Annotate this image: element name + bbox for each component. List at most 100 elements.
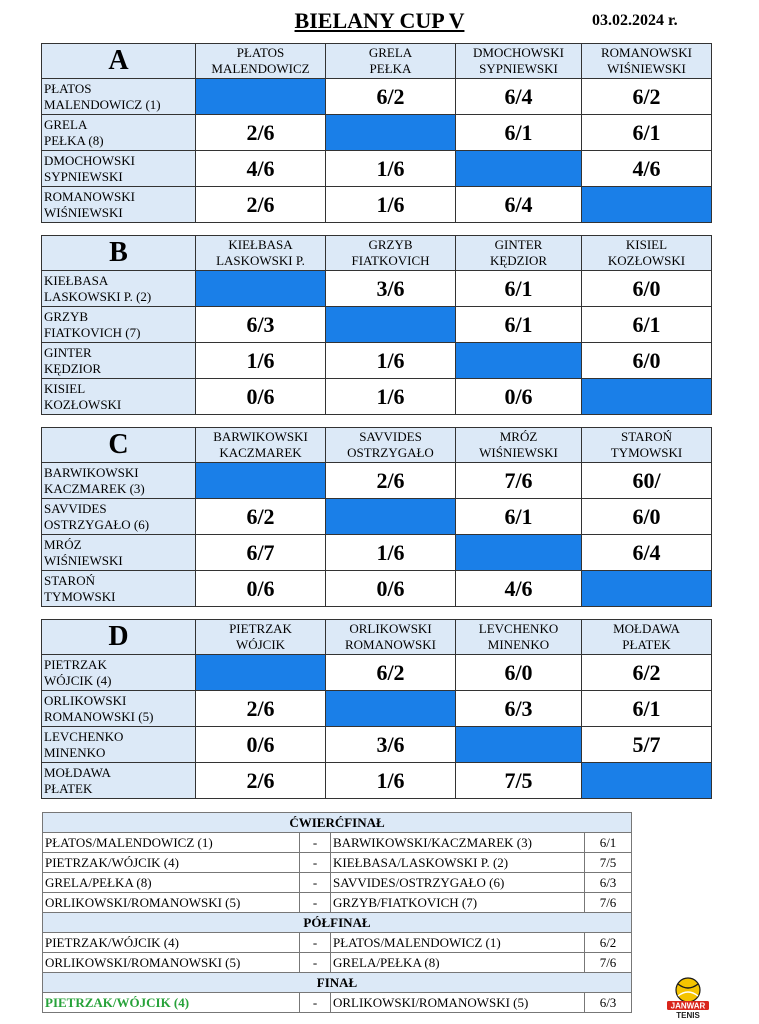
column-team-header: KIEŁBASA LASKOWSKI P. [195, 235, 326, 271]
group-row: STAROŃ TYMOWSKI 0/6 0/6 4/6 [41, 570, 712, 607]
score-cell: 4/6 [195, 150, 326, 187]
team-player-name: STAROŃ [621, 429, 672, 444]
column-team-header: GRZYB FIATKOVICH [325, 235, 456, 271]
group-table: B KIEŁBASA LASKOWSKI P. GRZYB FIATKOVICH GINT… [41, 235, 712, 415]
group-row: LEVCHENKO MINENKO 0/6 3/6 5/7 [41, 726, 712, 763]
score-cell: 1/6 [325, 534, 456, 571]
team-player-name: ROMANOWSKI (5) [44, 708, 154, 724]
column-team-header: BARWIKOWSKI KACZMAREK [195, 427, 326, 463]
group-letter: B [41, 235, 196, 271]
stage-label: PÓŁFINAŁ [42, 912, 632, 933]
janwar-tenis-logo: JANWAR TENIS [667, 977, 709, 1020]
group-header-row: C BARWIKOWSKI KACZMAREK SAVVIDES OSTRZYGAŁO M… [41, 427, 712, 463]
group-row: MOŁDAWA PŁATEK 2/6 1/6 7/5 [41, 762, 712, 799]
team-player-name: GRZYB [368, 237, 413, 252]
tennis-ball-icon [675, 977, 701, 1003]
group-row: GRELA PEŁKA (8) 2/6 6/1 6/1 [41, 114, 712, 151]
match-result: 6/2 [584, 932, 632, 953]
row-team-header: PŁATOS MALENDOWICZ (1) [41, 78, 196, 115]
match-team-right: GRELA/PEŁKA (8) [330, 952, 585, 973]
team-player-name: DMOCHOWSKI [44, 152, 135, 168]
match-team-left: PIETRZAK/WÓJCIK (4) [42, 932, 300, 953]
match-team-left: GRELA/PEŁKA (8) [42, 872, 300, 893]
match-result: 6/3 [584, 992, 632, 1013]
row-team-header: MOŁDAWA PŁATEK [41, 762, 196, 799]
stage-label: ĆWIERĆFINAŁ [42, 812, 632, 833]
page-title: BIELANY CUP V [294, 8, 465, 33]
team-player-name: PIETRZAK [229, 621, 292, 636]
score-cell: 2/6 [195, 114, 326, 151]
team-player-name: TYMOWSKI [610, 445, 683, 460]
group-letter: A [41, 43, 196, 79]
score-cell: 1/6 [325, 762, 456, 799]
stage-row: ĆWIERĆFINAŁ [42, 812, 632, 833]
diagonal-cell [325, 498, 456, 535]
score-cell: 1/6 [325, 378, 456, 415]
event-date: 03.02.2024 r. [592, 12, 678, 29]
column-team-header: MOŁDAWA PŁATEK [581, 619, 712, 655]
score-cell: 0/6 [195, 726, 326, 763]
match-result: 7/6 [584, 952, 632, 973]
column-team-header: GRELA PEŁKA [325, 43, 456, 79]
match-team-left: PIETRZAK/WÓJCIK (4) [42, 852, 300, 873]
team-player-name: OSTRZYGAŁO [347, 445, 434, 460]
score-cell: 6/1 [581, 114, 712, 151]
row-team-header: STAROŃ TYMOWSKI [41, 570, 196, 607]
stage-label: FINAŁ [42, 972, 632, 993]
team-player-name: KACZMAREK [219, 445, 302, 460]
score-cell: 6/3 [195, 306, 326, 343]
diagonal-cell [195, 462, 326, 499]
team-player-name: PŁATEK [622, 637, 671, 652]
match-team-left: PIETRZAK/WÓJCIK (4) [42, 992, 300, 1013]
score-cell: 6/4 [455, 186, 582, 223]
row-team-header: ORLIKOWSKI ROMANOWSKI (5) [41, 690, 196, 727]
score-cell: 7/5 [455, 762, 582, 799]
match-team-left: PŁATOS/MALENDOWICZ (1) [42, 832, 300, 853]
match-row: PIETRZAK/WÓJCIK (4) - PŁATOS/MALENDOWICZ (… [42, 932, 632, 953]
team-player-name: WIŚNIEWSKI [44, 204, 123, 220]
score-cell: 6/4 [581, 534, 712, 571]
score-cell: 6/7 [195, 534, 326, 571]
row-team-header: ROMANOWSKI WIŚNIEWSKI [41, 186, 196, 223]
match-row: ORLIKOWSKI/ROMANOWSKI (5) - GRZYB/FIATKOVI… [42, 892, 632, 913]
team-player-name: WÓJCIK (4) [44, 672, 112, 688]
match-result: 7/6 [584, 892, 632, 913]
score-cell: 6/0 [581, 498, 712, 535]
team-player-name: KĘDZIOR [44, 360, 102, 376]
column-team-header: LEVCHENKO MINENKO [455, 619, 582, 655]
match-separator: - [299, 852, 331, 873]
match-result: 6/1 [584, 832, 632, 853]
team-player-name: BARWIKOWSKI [44, 464, 139, 480]
match-team-right: KIEŁBASA/LASKOWSKI P. (2) [330, 852, 585, 873]
match-row: PIETRZAK/WÓJCIK (4) - KIEŁBASA/LASKOWSKI P… [42, 852, 632, 873]
team-player-name: WIŚNIEWSKI [607, 61, 686, 76]
team-player-name: SAVVIDES [44, 500, 107, 516]
row-team-header: BARWIKOWSKI KACZMAREK (3) [41, 462, 196, 499]
team-player-name: LASKOWSKI P. (2) [44, 288, 152, 304]
diagonal-cell [581, 186, 712, 223]
row-team-header: KIEŁBASA LASKOWSKI P. (2) [41, 270, 196, 307]
match-row: PŁATOS/MALENDOWICZ (1) - BARWIKOWSKI/KACZM… [42, 832, 632, 853]
score-cell: 3/6 [325, 726, 456, 763]
team-player-name: WÓJCIK [235, 637, 286, 652]
team-player-name: PŁATEK [44, 780, 93, 796]
team-player-name: KOZŁOWSKI [607, 253, 686, 268]
team-player-name: FIATKOVICH (7) [44, 324, 141, 340]
match-separator: - [299, 992, 331, 1013]
row-team-header: KISIEL KOZŁOWSKI [41, 378, 196, 415]
team-player-name: ROMANOWSKI [601, 45, 692, 60]
team-player-name: PEŁKA [369, 61, 412, 76]
match-team-right: BARWIKOWSKI/KACZMAREK (3) [330, 832, 585, 853]
column-team-header: KISIEL KOZŁOWSKI [581, 235, 712, 271]
row-team-header: PIETRZAK WÓJCIK (4) [41, 654, 196, 691]
score-cell: 6/0 [581, 342, 712, 379]
team-player-name: KOZŁOWSKI [44, 396, 122, 412]
match-team-right: PŁATOS/MALENDOWICZ (1) [330, 932, 585, 953]
team-player-name: LASKOWSKI P. [216, 253, 305, 268]
team-player-name: MALENDOWICZ [211, 61, 310, 76]
row-team-header: GRZYB FIATKOVICH (7) [41, 306, 196, 343]
group-letter: D [41, 619, 196, 655]
score-cell: 2/6 [325, 462, 456, 499]
team-player-name: GINTER [494, 237, 543, 252]
match-team-left: ORLIKOWSKI/ROMANOWSKI (5) [42, 952, 300, 973]
